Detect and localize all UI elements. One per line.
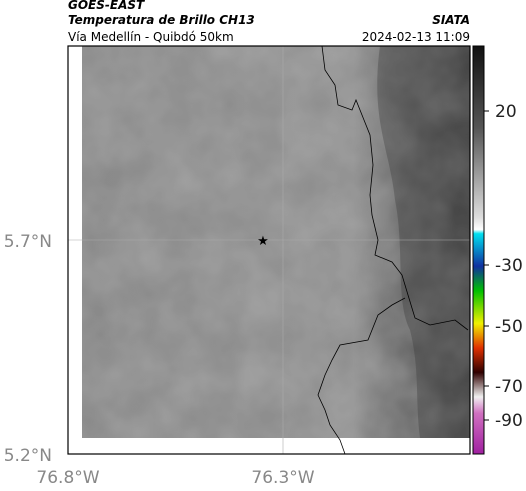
colorbar-ticks bbox=[484, 110, 489, 421]
colorbar-label: 20 bbox=[495, 102, 517, 122]
product: Temperatura de Brillo CH13 bbox=[68, 13, 255, 27]
satellite-image bbox=[82, 46, 470, 438]
agency: SIATA bbox=[432, 13, 470, 27]
colorbar-label: -70 bbox=[495, 377, 523, 397]
colorbar-label: -50 bbox=[495, 317, 523, 337]
boundary bbox=[317, 45, 469, 455]
lon-label: 76.8°W bbox=[36, 468, 99, 488]
route: Vía Medellín - Quibdó 50km bbox=[68, 30, 234, 44]
source: GOES-EAST bbox=[68, 0, 145, 12]
colorbar-label: -30 bbox=[495, 256, 523, 276]
location-marker: ★ bbox=[257, 234, 269, 249]
colorbar bbox=[472, 45, 485, 455]
map-frame bbox=[67, 45, 471, 455]
lon-label: 76.3°W bbox=[251, 468, 314, 488]
colorbar-label: -90 bbox=[495, 411, 523, 431]
lat-label: 5.7°N bbox=[4, 232, 52, 252]
timestamp: 2024-02-13 11:09 bbox=[362, 30, 470, 44]
lat-label: 5.2°N bbox=[4, 446, 52, 466]
